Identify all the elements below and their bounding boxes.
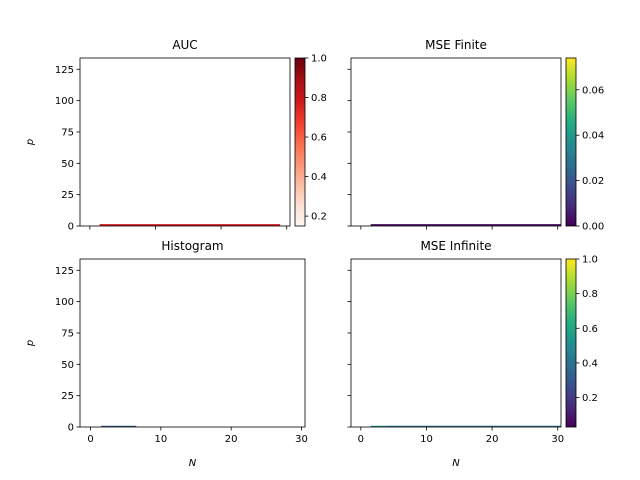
panel-title: MSE Infinite — [420, 239, 491, 253]
y-tick-label: 50 — [61, 360, 74, 371]
y-tick-label: 125 — [55, 65, 74, 76]
y-axis-label: p — [25, 340, 36, 347]
colorbar-tick-label: 0.06 — [582, 85, 604, 96]
panel-title: Histogram — [161, 239, 223, 253]
panel-3: 0 10 20 30 0 25 50 75 100 125 Histogram p N — [25, 239, 308, 469]
plot-frame — [350, 258, 562, 428]
y-tick-label: 75 — [61, 328, 74, 339]
x-tick-label: 0 — [87, 434, 93, 445]
x-tick-label: 30 — [551, 434, 564, 445]
plot-frame — [79, 57, 291, 227]
colorbar-tick-label: 1.0 — [311, 54, 327, 65]
colorbar — [295, 58, 305, 226]
y-tick-label: 0 — [68, 423, 74, 434]
colorbar-tick-label: 0.2 — [311, 212, 327, 223]
heatmap-cell — [99, 224, 281, 226]
heatmap-cell — [101, 425, 137, 427]
y-tick-label: 100 — [55, 297, 74, 308]
x-tick-label: 0 — [358, 434, 364, 445]
y-tick-label: 125 — [55, 266, 74, 277]
y-tick-label: 100 — [55, 96, 74, 107]
x-tick-label: 20 — [225, 434, 238, 445]
heatmap-cell — [370, 425, 388, 427]
colorbar-tick-label: 0.8 — [582, 289, 598, 300]
panel-2: MSE Finite 0.00 0.02 0.04 0.06 — [347, 38, 604, 233]
y-axis-label: p — [25, 139, 36, 146]
colorbar-frame — [565, 258, 577, 428]
panel-title: MSE Finite — [425, 38, 487, 52]
heatmap-cell — [370, 224, 561, 226]
plot-frame — [79, 258, 306, 428]
colorbar — [566, 58, 576, 226]
colorbar-tick-label: 0.00 — [582, 222, 604, 233]
colorbar-tick-label: 0.8 — [311, 93, 327, 104]
panel-4: 0 10 20 30 MSE Infinite N 0.2 0.4 0.6 0.8 1.0 — [347, 239, 598, 469]
y-tick-label: 75 — [61, 127, 74, 138]
x-tick-label: 30 — [295, 434, 308, 445]
colorbar-frame — [294, 57, 306, 227]
heatmap-cell — [387, 425, 561, 427]
colorbar — [566, 259, 576, 427]
colorbar-tick-label: 0.2 — [582, 393, 598, 404]
panel-title: AUC — [172, 38, 197, 52]
y-tick-label: 25 — [61, 190, 74, 201]
colorbar-tick-label: 0.6 — [311, 133, 327, 144]
colorbar-tick-label: 0.6 — [582, 324, 598, 335]
x-axis-label: N — [189, 458, 197, 469]
y-tick-label: 25 — [61, 391, 74, 402]
x-tick-label: 10 — [154, 434, 167, 445]
colorbar-tick-label: 0.02 — [582, 176, 604, 187]
x-tick-label: 10 — [420, 434, 433, 445]
colorbar-frame — [565, 57, 577, 227]
panel-1: 0 25 50 75 100 125 AUC p 0.2 0.4 0.6 0.8 1.0 — [25, 38, 327, 233]
x-tick-label: 20 — [486, 434, 499, 445]
plot-frame — [350, 57, 562, 227]
x-axis-label: N — [452, 458, 460, 469]
colorbar-tick-label: 0.4 — [582, 358, 598, 369]
colorbar-tick-label: 0.04 — [582, 131, 604, 142]
y-tick-label: 0 — [68, 222, 74, 233]
colorbar-tick-label: 0.4 — [311, 172, 327, 183]
y-tick-label: 50 — [61, 159, 74, 170]
colorbar-tick-label: 1.0 — [582, 255, 598, 266]
